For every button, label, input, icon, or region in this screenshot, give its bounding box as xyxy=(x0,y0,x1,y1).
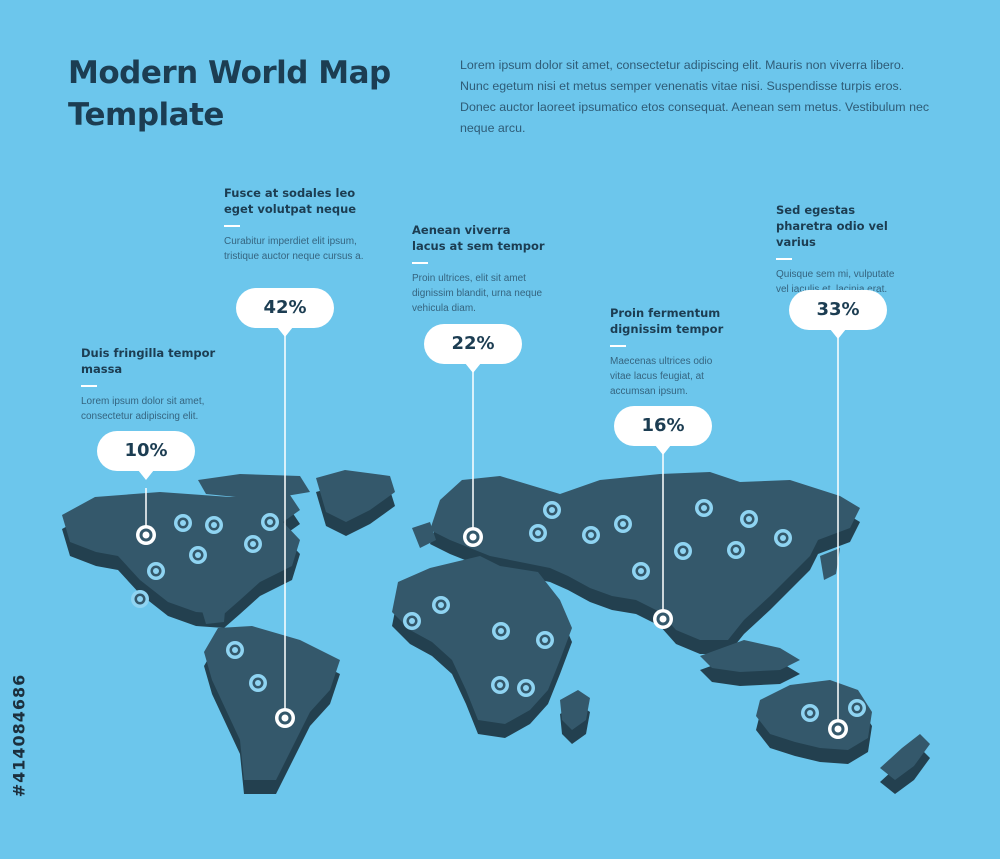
callout-heading: Aenean viverra lacus at sem tempor xyxy=(412,223,545,253)
intro-paragraph: Lorem ipsum dolor sit amet, consectetur … xyxy=(460,58,930,135)
callout-text: Lorem ipsum dolor sit amet, consectetur … xyxy=(81,396,205,422)
callout-divider xyxy=(412,262,428,264)
callout-2: Fusce at sodales leo eget volutpat neque… xyxy=(224,185,364,264)
stock-id-label: #414084686 xyxy=(4,615,34,855)
callout-text: Proin ultrices, elit sit amet dignissim … xyxy=(412,273,543,314)
callout-divider xyxy=(224,225,240,227)
callout-heading: Duis fringilla tempor massa xyxy=(81,346,216,376)
percent-bubble-2: 42% xyxy=(236,288,334,337)
callout-heading: Sed egestas pharetra odio vel varius xyxy=(776,203,888,249)
callout-4: Proin fermentum dignissim tempor Maecena… xyxy=(610,305,730,399)
page-title: Modern World Map Template xyxy=(68,55,391,133)
callout-1: Duis fringilla tempor massa Lorem ipsum … xyxy=(81,345,231,424)
callout-text: Quisque sem mi, vulputate vel iaculis et… xyxy=(776,269,895,295)
callout-5: Sed egestas pharetra odio vel varius Qui… xyxy=(776,202,906,297)
callout-divider xyxy=(610,345,626,347)
callout-text: Curabitur imperdiet elit ipsum, tristiqu… xyxy=(224,236,364,262)
callout-divider xyxy=(776,258,792,260)
percent-bubble-1: 10% xyxy=(97,431,195,480)
stock-id-text: #414084686 xyxy=(9,673,29,797)
percent-bubble-4: 16% xyxy=(614,406,712,455)
callout-text: Maecenas ultrices odio vitae lacus feugi… xyxy=(610,356,713,397)
percent-bubble-5: 33% xyxy=(789,290,887,339)
percent-bubble-3: 22% xyxy=(424,324,522,373)
callout-divider xyxy=(81,385,97,387)
callout-3: Aenean viverra lacus at sem tempor Proin… xyxy=(412,222,547,316)
callout-heading: Proin fermentum dignissim tempor xyxy=(610,306,724,336)
callout-heading: Fusce at sodales leo eget volutpat neque xyxy=(224,186,357,216)
